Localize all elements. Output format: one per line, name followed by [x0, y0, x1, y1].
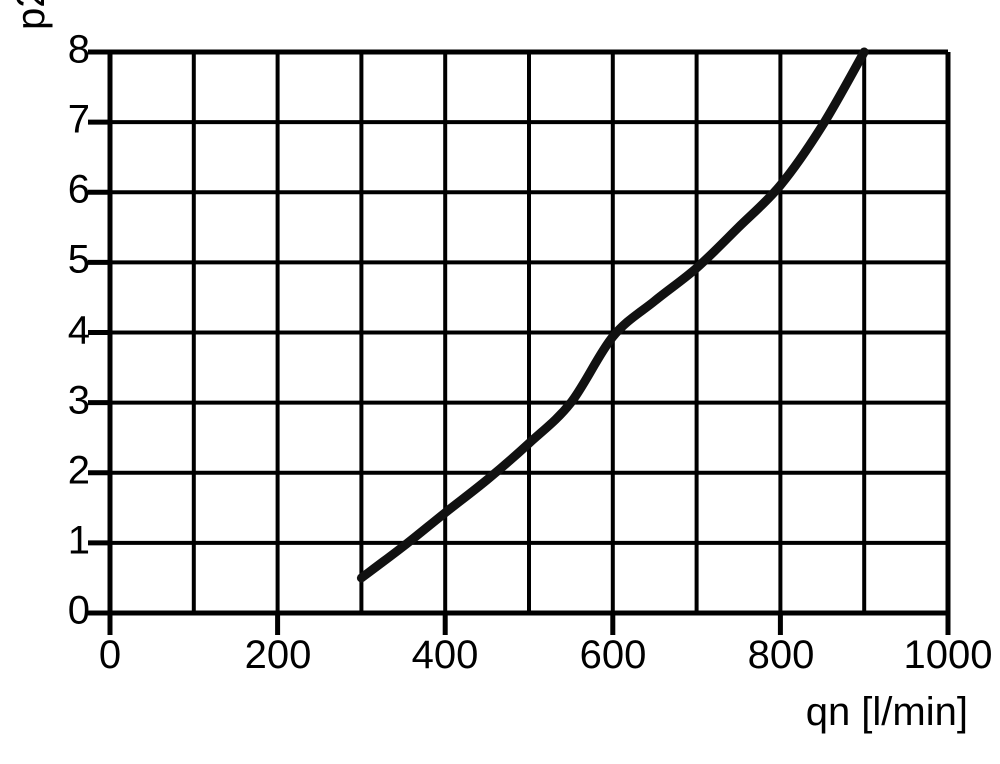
y-axis-tick-marks	[88, 49, 110, 616]
y-axis-tick-labels: 8 7 6 5 4 3 2 1 0	[68, 28, 90, 633]
y-tick-label-5: 5	[68, 238, 90, 282]
x-axis-title: qn [l/min]	[806, 690, 968, 734]
x-tick-label-400: 400	[412, 633, 479, 677]
x-tick-label-200: 200	[245, 633, 312, 677]
horizontal-gridlines	[110, 49, 948, 616]
y-tick-label-8: 8	[68, 28, 90, 72]
y-tick-label-1: 1	[68, 519, 90, 563]
y-tick-label-3: 3	[68, 379, 90, 423]
y-tick-label-0: 0	[68, 589, 90, 633]
y-axis-title: p2 [bar]	[9, 0, 53, 30]
x-axis-tick-labels: 0 200 400 600 800 1000	[99, 633, 993, 677]
x-tick-label-0: 0	[99, 633, 121, 677]
data-series-line	[356, 47, 869, 583]
y-tick-label-4: 4	[68, 309, 90, 353]
x-tick-label-600: 600	[580, 633, 647, 677]
x-tick-label-1000: 1000	[904, 633, 993, 677]
x-axis-tick-marks	[107, 613, 951, 635]
y-tick-label-7: 7	[68, 98, 90, 142]
x-tick-label-800: 800	[748, 633, 815, 677]
y-tick-label-2: 2	[68, 449, 90, 493]
y-tick-label-6: 6	[68, 168, 90, 212]
